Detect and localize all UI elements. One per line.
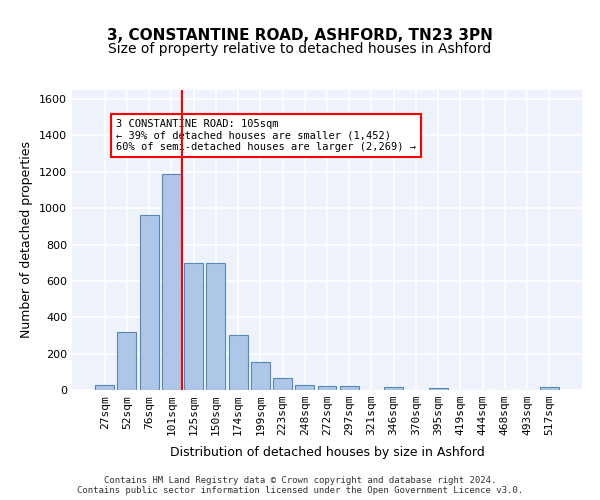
Bar [206,262,225,390]
Text: 3 CONSTANTINE ROAD: 105sqm
← 39% of detached houses are smaller (1,452)
60% of s: 3 CONSTANTINE ROAD: 105sqm ← 39% of deta… [116,119,416,152]
Y-axis label: Number of detached properties: Number of detached properties [20,142,34,338]
X-axis label: Distribution of detached houses by size in Ashford: Distribution of detached houses by size … [170,446,484,460]
Bar [251,362,270,390]
Text: Size of property relative to detached houses in Ashford: Size of property relative to detached ho… [109,42,491,56]
Bar [340,386,359,390]
Bar [162,174,181,390]
Bar [384,388,403,390]
Bar [140,216,158,390]
Text: Contains HM Land Registry data © Crown copyright and database right 2024.
Contai: Contains HM Land Registry data © Crown c… [77,476,523,495]
Text: 3, CONSTANTINE ROAD, ASHFORD, TN23 3PN: 3, CONSTANTINE ROAD, ASHFORD, TN23 3PN [107,28,493,42]
Bar [118,332,136,390]
Bar [429,388,448,390]
Bar [95,384,114,390]
Bar [273,378,292,390]
Bar [317,386,337,390]
Bar [295,384,314,390]
Bar [184,262,203,390]
Bar [229,336,248,390]
Bar [540,388,559,390]
